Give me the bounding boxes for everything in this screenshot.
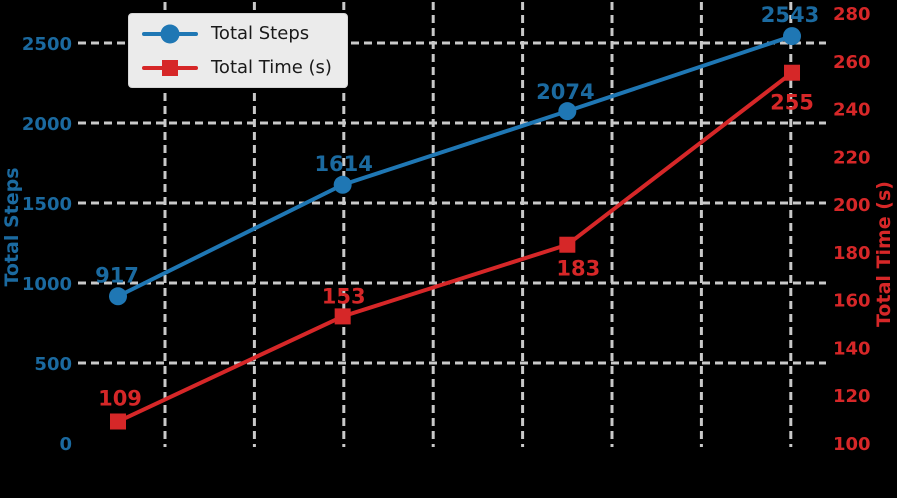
data-point-label-total-time-s: 183 [556,257,600,281]
data-point-label-total-steps: 917 [95,263,139,287]
data-point-marker-total-time-s [334,308,351,325]
y-right-tick-label: 140 [833,338,871,359]
legend-item-label: Total Steps [211,23,310,44]
y-right-tick-label: 220 [833,147,871,168]
y-left-tick-label: 1000 [22,274,72,295]
data-point-label-total-time-s: 153 [322,284,366,308]
y-right-tick-label: 280 [833,4,871,25]
series-line-total-steps [116,34,795,299]
y-right-tick-label: 240 [833,100,871,121]
y-left-tick-label: 2500 [22,34,72,55]
y-left-tick-label: 0 [59,434,72,455]
data-point-label-total-time-s: 109 [98,387,142,411]
data-point-marker-total-steps [558,102,577,121]
data-point-marker-total-time-s [559,236,576,253]
data-point-marker-total-steps [783,27,802,46]
data-point-marker-total-time-s [784,64,801,81]
series-line-total-time-s [116,70,795,424]
legend-item-total-steps: Total Steps [142,23,332,44]
legend-item-label: Total Time (s) [211,57,332,78]
circle-marker-icon [142,23,198,44]
data-point-marker-total-steps [333,175,352,194]
legend-square-glyph [162,59,178,76]
y-left-tick-label: 500 [34,354,72,375]
data-point-label-total-steps: 2074 [536,80,594,104]
legend-item-total-time: Total Time (s) [142,57,332,78]
legend: Total Steps Total Time (s) [128,13,348,88]
y-right-tick-label: 180 [833,243,871,264]
y-left-tick-label: 1500 [22,194,72,215]
y-right-tick-label: 260 [833,52,871,73]
y-left-tick-label: 2000 [22,114,72,135]
y-right-tick-label: 100 [833,434,871,455]
data-point-label-total-time-s: 255 [770,91,814,115]
y-right-tick-label: 160 [833,291,871,312]
y-right-tick-label: 120 [833,386,871,407]
data-point-label-total-steps: 1614 [314,152,372,176]
data-point-marker-total-time-s [110,413,126,430]
y-right-tick-label: 200 [833,195,871,216]
data-point-label-total-steps: 2543 [761,3,819,27]
data-point-marker-total-steps [109,287,127,306]
legend-circle-glyph [160,24,180,43]
square-marker-icon [142,57,198,78]
